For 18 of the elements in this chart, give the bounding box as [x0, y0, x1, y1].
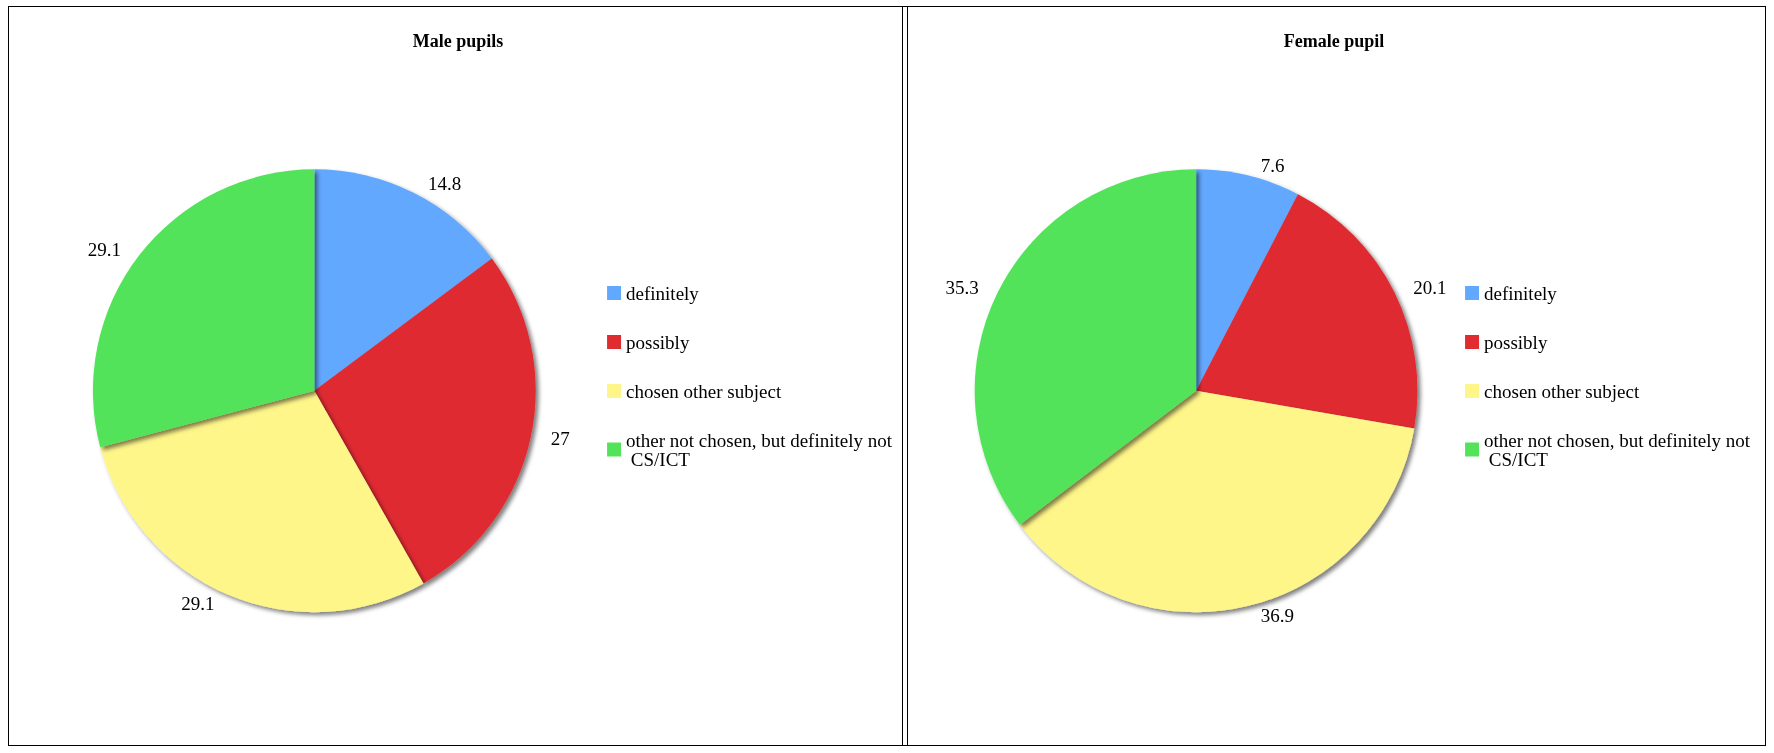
legend-label: other not chosen, but definitely not CS/ICT — [1484, 429, 1751, 470]
data-label: 29.1 — [87, 239, 122, 261]
data-label: 35.3 — [945, 277, 979, 299]
data-label: 7.6 — [1260, 155, 1285, 177]
legend-label: chosen other subject — [1484, 380, 1640, 402]
data-label: 14.8 — [428, 173, 462, 195]
legend-label: possibly — [1484, 331, 1548, 353]
legend-label: definitely — [1484, 282, 1558, 304]
data-label: 29.1 — [181, 593, 215, 615]
legend-label: chosen other subject — [626, 380, 782, 402]
legend-label: possibly — [626, 331, 690, 353]
data-label: 27 — [550, 427, 570, 449]
chart-title: Male pupils — [412, 31, 504, 51]
legend-label: definitely — [626, 282, 700, 304]
chart-title: Female pupil — [1283, 31, 1385, 51]
legend-label: other not chosen, but definitely not CS/ICT — [626, 429, 893, 470]
data-label: 36.9 — [1260, 605, 1295, 627]
data-label: 20.1 — [1413, 277, 1447, 299]
